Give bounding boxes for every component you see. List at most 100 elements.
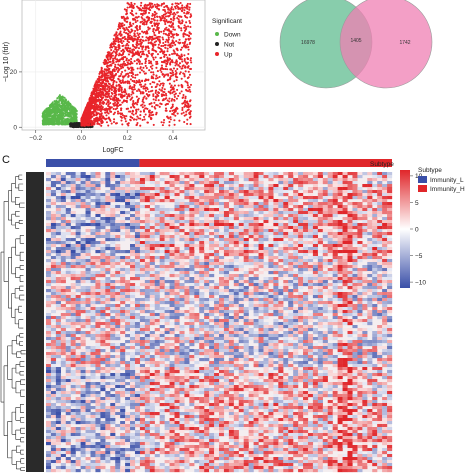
point-up [169,63,172,66]
heatmap-cell [347,190,353,194]
heatmap-cell [342,196,348,200]
point-up [174,2,177,5]
point-not [70,124,73,128]
point-up [139,114,142,117]
heatmap-cell [362,199,368,203]
heatmap-cell [169,184,175,188]
point-up [170,18,173,21]
heatmap-cell [134,214,141,218]
dendrogram-branch [18,220,23,224]
point-up [137,47,141,50]
heatmap-cell [278,181,284,185]
heatmap-cell [258,187,264,191]
point-up [114,52,117,55]
heatmap-cell [115,223,121,227]
heatmap-cell [337,202,343,206]
heatmap-cell [214,187,220,191]
heatmap-cell [258,178,264,182]
dendrogram-branch [15,364,20,374]
heatmap-cell [46,199,52,203]
heatmap-cell [110,196,116,200]
point-up [163,20,167,24]
heatmap-cell [219,187,225,191]
point-down [59,113,62,116]
heatmap-cell [70,190,76,194]
heatmap-cell [125,205,131,209]
heatmap-cell [317,175,323,179]
heatmap-cell [273,205,279,209]
point-up [100,67,103,70]
heatmap-cell [120,178,126,182]
heatmap-cell [233,175,239,179]
point-up [132,100,135,103]
point-up [112,86,115,89]
heatmap-cell [303,172,309,176]
heatmap-cell [204,202,210,206]
dendrogram-branch [20,379,26,385]
heatmap-cell [174,181,180,185]
point-up [150,54,154,57]
point-up [183,41,186,44]
point-up [109,54,112,57]
heatmap-cell [164,172,170,176]
point-not [75,122,78,125]
point-up [107,112,110,115]
point-up [80,121,83,124]
heatmap-cell [46,217,52,221]
heatmap-cell [238,205,244,209]
point-up [135,118,138,121]
heatmap-cell [110,190,116,194]
point-up [151,105,154,108]
point-up [150,117,153,120]
heatmap-cell [60,196,66,200]
heatmap-cell [169,223,175,227]
heatmap-cell [60,223,66,227]
point-up [178,15,181,18]
point-up [120,70,124,74]
heatmap-cell [100,211,106,215]
heatmap-cell [184,175,190,179]
heatmap-cell [60,175,66,179]
point-up [174,43,177,46]
point-up [156,26,159,29]
heatmap-cell [189,187,195,191]
heatmap-cell [332,175,338,179]
heatmap-cell [248,205,254,209]
point-up [139,12,143,16]
heatmap-cell [125,226,131,230]
point-up [101,88,104,91]
point-down [53,122,56,125]
point-up [131,91,134,94]
heatmap-cell [219,202,225,206]
point-up [110,52,113,55]
point-up [176,11,179,14]
heatmap-cell [332,223,338,227]
heatmap-cell [382,208,388,212]
point-up [174,114,177,117]
heatmap-cell [312,178,318,182]
heatmap-cell [298,178,304,182]
heatmap-cell [164,190,170,194]
point-up [111,73,114,76]
point-up [189,25,192,29]
point-down [45,117,48,120]
point-up [189,67,192,70]
point-up [144,60,147,63]
heatmap-cell [174,217,180,221]
heatmap-cell [184,208,190,212]
dendrogram-branch [18,305,22,313]
heatmap-cell [352,178,358,182]
heatmap-cell [60,220,66,224]
heatmap-cell [70,199,76,203]
point-up [187,108,190,111]
point-up [158,31,161,35]
dendrogram-branch [20,389,25,397]
point-up [116,34,119,37]
point-down [63,104,66,107]
heatmap-cell [75,187,81,191]
heatmap-cell [139,205,145,209]
heatmap-cell [263,199,269,203]
heatmap-cell [105,223,111,227]
point-up [176,76,179,79]
point-up [141,20,144,23]
